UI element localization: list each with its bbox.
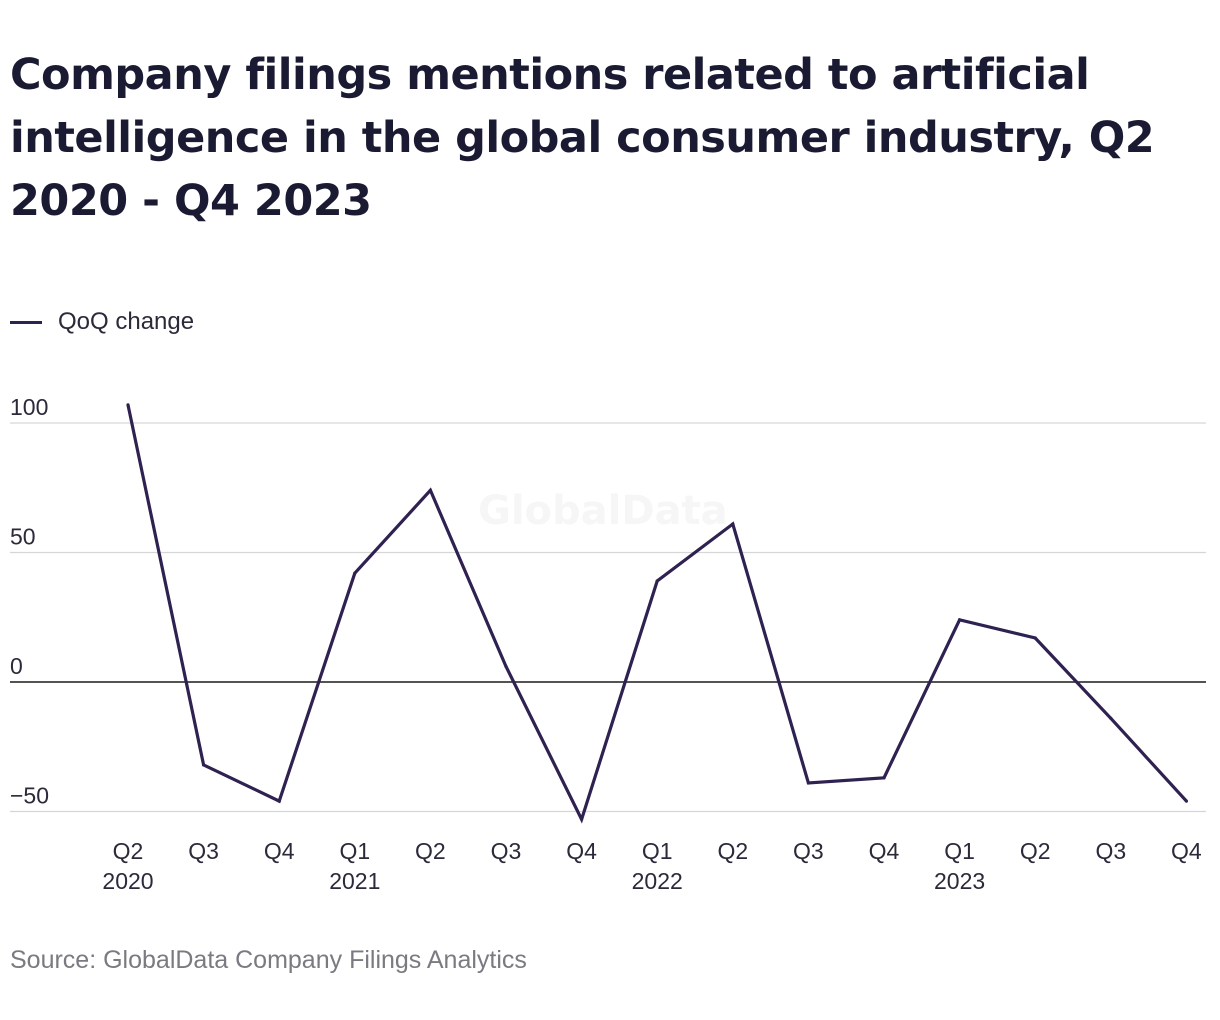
watermark: GlobalData: [478, 488, 728, 534]
data-point: [353, 571, 357, 575]
legend-swatch: [10, 320, 42, 324]
x-tick-label: Q3: [1095, 838, 1126, 864]
grid-layer: [10, 422, 1206, 813]
x-tick-label: Q1: [339, 838, 370, 864]
data-point: [1184, 799, 1188, 803]
data-point: [580, 817, 584, 821]
x-tick-label: Q2: [113, 838, 144, 864]
x-tick-year-label: 2022: [632, 868, 683, 894]
x-tick-label: Q4: [869, 838, 900, 864]
legend-label-qoq-change: QoQ change: [58, 308, 195, 335]
data-point: [126, 403, 130, 407]
data-point: [655, 579, 659, 583]
data-point: [958, 618, 962, 622]
y-tick-label: −50: [10, 783, 49, 809]
source-note: Source: GlobalData Company Filings Analy…: [10, 946, 527, 974]
x-tick-label: Q2: [1020, 838, 1051, 864]
x-tick-year-label: 2021: [329, 868, 380, 894]
data-point: [277, 799, 281, 803]
x-tick-labels: Q2 2020 Q3 Q4 Q1 2021 Q2 Q3 Q4 Q1 2022 Q2 Q3 Q4 Q1 2023…: [102, 838, 1202, 894]
x-tick-label: Q1: [944, 838, 975, 864]
data-point: [1033, 636, 1037, 640]
y-tick-labels: 100 50 0 −50: [10, 394, 49, 809]
x-tick-label: Q2: [717, 838, 748, 864]
x-tick-label: Q4: [264, 838, 295, 864]
x-tick-label: Q4: [1171, 838, 1202, 864]
data-point: [1109, 716, 1113, 720]
y-tick-label: 100: [10, 394, 48, 420]
series-line-qoq-change: [126, 404, 1188, 824]
data-point: [428, 488, 432, 492]
legend: QoQ change: [10, 308, 194, 336]
data-point: [806, 781, 811, 785]
x-tick-label: Q3: [491, 838, 522, 864]
y-tick-label: 0: [10, 653, 23, 679]
x-tick-label: Q2: [415, 838, 446, 864]
y-tick-label: 50: [10, 524, 36, 550]
data-point: [731, 522, 735, 526]
data-point: [504, 664, 508, 669]
x-tick-label: Q4: [566, 838, 597, 864]
x-tick-label: Q1: [642, 838, 673, 864]
x-tick-year-label: 2020: [102, 868, 153, 894]
data-point: [882, 776, 886, 780]
x-tick-year-label: 2023: [934, 868, 985, 894]
x-tick-label: Q3: [793, 838, 824, 864]
chart-title: Company filings mentions related to arti…: [10, 50, 1155, 226]
series-layer: [126, 403, 1188, 824]
x-tick-label: Q3: [188, 838, 219, 864]
data-point: [202, 763, 206, 767]
